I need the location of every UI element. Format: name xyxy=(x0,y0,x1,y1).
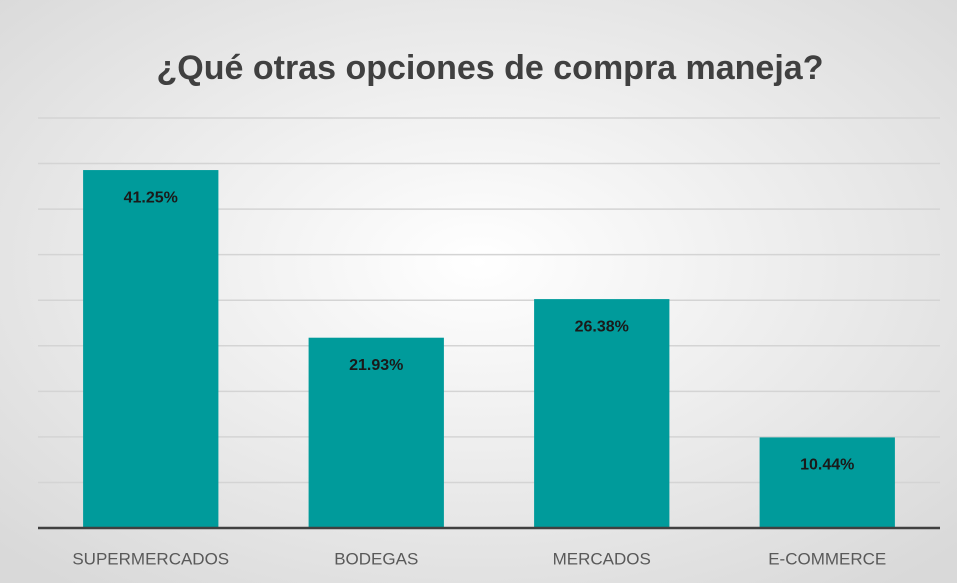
data-label: 21.93% xyxy=(349,357,403,374)
data-label: 26.38% xyxy=(575,318,629,335)
bar xyxy=(308,337,444,528)
x-tick-label: MERCADOS xyxy=(553,549,651,568)
x-tick-label: BODEGAS xyxy=(334,549,418,568)
data-label: 10.44% xyxy=(800,457,854,474)
bar xyxy=(83,170,219,529)
bar xyxy=(759,437,895,528)
bar xyxy=(534,299,670,528)
x-tick-label: SUPERMERCADOS xyxy=(72,549,229,568)
x-tick-label: E-COMMERCE xyxy=(768,549,886,568)
chart-title: ¿Qué otras opciones de compra maneja? xyxy=(157,49,824,87)
data-label: 41.25% xyxy=(124,189,178,206)
